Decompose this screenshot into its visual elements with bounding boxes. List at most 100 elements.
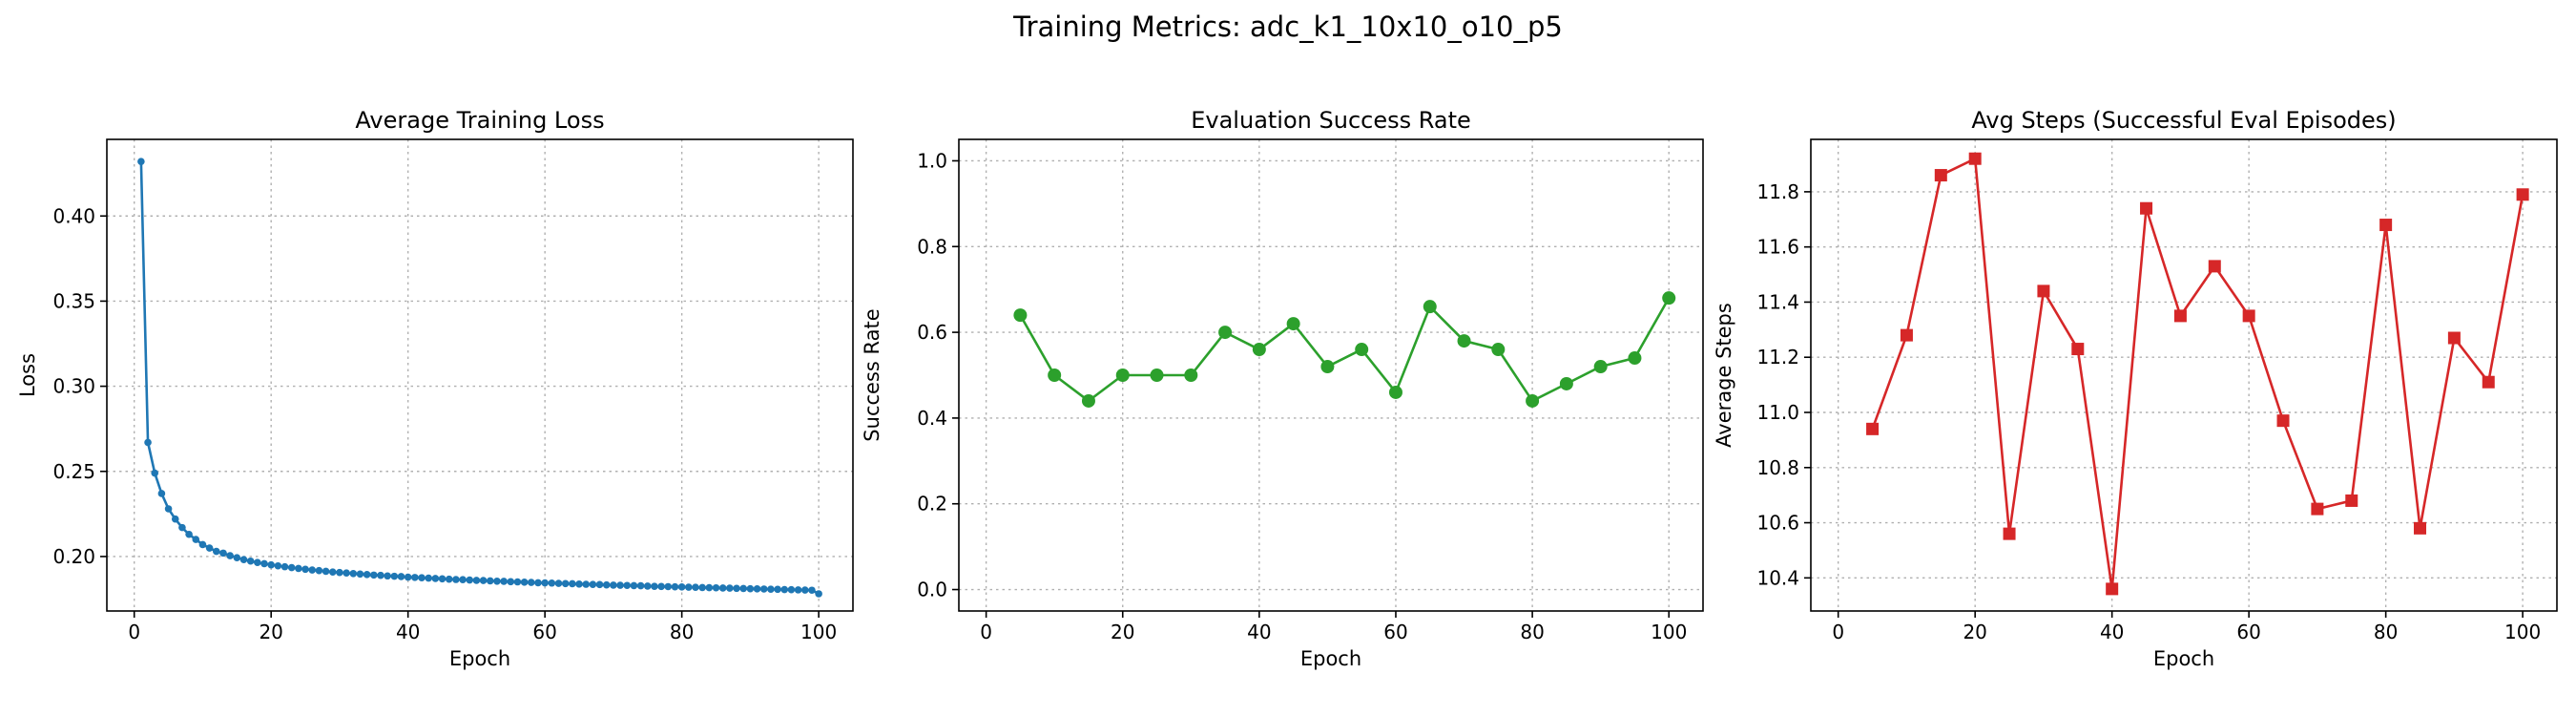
data-point (287, 563, 296, 572)
data-point (1934, 169, 1947, 182)
data-point (343, 569, 350, 578)
y-tick-label: 0.4 (917, 407, 947, 430)
data-point (657, 582, 665, 591)
data-point (137, 158, 145, 165)
x-tick-label: 40 (1247, 621, 1271, 643)
data-point (2414, 521, 2427, 535)
data-point (616, 581, 624, 589)
x-tick-label: 100 (2504, 621, 2541, 643)
data-point (2482, 375, 2495, 389)
data-point (267, 560, 275, 569)
data-point (185, 530, 193, 538)
data-point (178, 523, 186, 532)
data-point (1115, 369, 1130, 382)
data-point (384, 572, 391, 580)
data-point (2516, 188, 2529, 201)
x-tick-label: 80 (1520, 621, 1544, 643)
data-point (774, 585, 781, 594)
data-point (671, 582, 679, 591)
y-tick-label: 0.35 (52, 289, 95, 312)
data-point (582, 580, 591, 588)
data-point (1355, 343, 1369, 357)
data-point (794, 586, 802, 594)
data-point (815, 590, 822, 598)
data-point (1526, 393, 1540, 408)
data-point (500, 578, 508, 585)
data-point (411, 574, 419, 581)
data-point (520, 579, 529, 586)
data-point (459, 576, 467, 583)
data-point (1048, 369, 1062, 382)
data-point (2173, 309, 2187, 323)
data-point (369, 571, 378, 579)
data-point (315, 566, 323, 575)
data-point (692, 583, 699, 592)
data-point (589, 580, 597, 588)
data-point (144, 438, 152, 447)
data-point (397, 573, 405, 580)
data-point (1593, 360, 1608, 374)
data-point (2379, 219, 2393, 232)
data-point (377, 571, 384, 579)
data-point (726, 584, 734, 592)
x-tick-label: 60 (1383, 621, 1407, 643)
y-tick-label: 0.20 (52, 545, 95, 568)
data-point (575, 580, 583, 588)
data-point (233, 554, 241, 561)
data-point (513, 578, 522, 586)
x-tick-label: 0 (128, 621, 140, 643)
data-point (685, 583, 693, 591)
data-point (445, 575, 453, 583)
data-point (651, 582, 658, 590)
y-tick-label: 0.0 (917, 579, 947, 601)
y-tick-label: 0.25 (52, 460, 95, 483)
y-tick-label: 11.2 (1756, 346, 1799, 369)
data-point (466, 576, 474, 584)
y-tick-label: 0.40 (52, 204, 95, 227)
x-tick-label: 40 (2100, 621, 2124, 643)
data-point (1013, 308, 1028, 323)
data-point (260, 559, 268, 568)
x-tick-label: 20 (259, 621, 282, 643)
x-tick-label: 100 (1651, 621, 1687, 643)
data-point (2311, 502, 2324, 516)
data-point (548, 579, 556, 587)
subplot-3: 0 20 40 60 80 100 10.4 10.6 10.8 11.0 11.2 11.4 11.6… (1713, 107, 2558, 670)
data-point (226, 552, 234, 559)
y-tick-label: 11.8 (1756, 180, 1799, 203)
y-tick-label: 11.4 (1756, 290, 1799, 313)
y-tick-label: 10.8 (1756, 456, 1799, 479)
data-point (780, 585, 789, 594)
y-tick-label: 1.0 (917, 149, 947, 172)
y-axis-label: Loss (16, 353, 39, 397)
data-point (753, 585, 761, 593)
data-point (1628, 351, 1642, 366)
x-axis-label: Epoch (449, 647, 510, 670)
y-tick-label: 10.4 (1756, 566, 1799, 589)
x-tick-label: 80 (670, 621, 694, 643)
data-point (1184, 369, 1198, 382)
data-point (336, 568, 343, 577)
data-point (1286, 317, 1300, 331)
data-point (192, 536, 200, 543)
data-point (733, 584, 740, 593)
data-point (390, 572, 399, 580)
data-point (698, 583, 706, 592)
data-point (479, 577, 488, 584)
data-point (1423, 300, 1437, 314)
data-point (1491, 343, 1506, 357)
x-tick-label: 0 (980, 621, 992, 643)
data-point (1252, 343, 1266, 357)
data-point (2276, 414, 2290, 428)
data-point (472, 577, 481, 584)
data-point (643, 582, 652, 590)
x-axis-label: Epoch (1300, 647, 1361, 670)
data-point (1320, 360, 1335, 374)
data-point (254, 558, 261, 566)
data-point (1150, 369, 1164, 382)
data-point (800, 586, 809, 594)
data-point (2037, 284, 2050, 298)
subplot-title: Evaluation Success Rate (1191, 107, 1471, 134)
series-line (139, 161, 820, 596)
y-tick-label: 11.0 (1756, 401, 1799, 424)
